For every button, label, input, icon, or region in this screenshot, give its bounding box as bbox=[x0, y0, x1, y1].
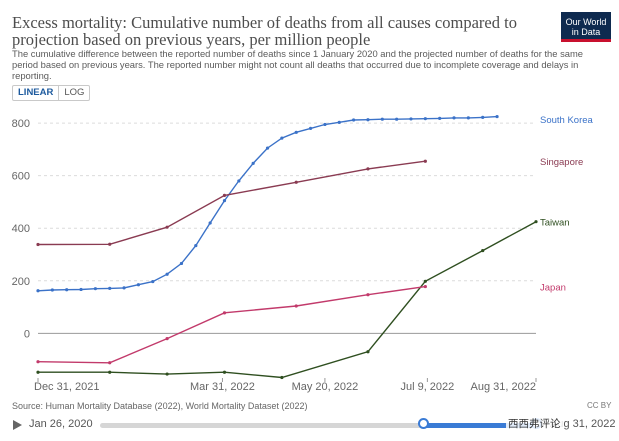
data-point-south-korea bbox=[366, 118, 370, 122]
watermark: 西西弗评论 bbox=[506, 416, 563, 431]
chart-title: Excess mortality: Cumulative number of d… bbox=[12, 13, 517, 49]
y-tick-label: 800 bbox=[12, 118, 30, 130]
data-point-south-korea bbox=[179, 261, 184, 266]
data-point-taiwan bbox=[108, 370, 112, 374]
x-tick-label: Mar 31, 2022 bbox=[190, 381, 255, 393]
x-tick-label: Aug 31, 2022 bbox=[471, 381, 536, 393]
source-note: Source: Human Mortality Database (2022),… bbox=[12, 401, 308, 411]
data-point-taiwan bbox=[481, 248, 485, 253]
data-point-south-korea bbox=[136, 283, 141, 287]
data-point-south-korea bbox=[50, 288, 54, 292]
data-point-south-korea bbox=[79, 287, 83, 292]
data-point-taiwan bbox=[534, 220, 538, 224]
data-point-japan bbox=[366, 293, 370, 297]
data-point-singapore bbox=[294, 180, 298, 184]
data-point-south-korea bbox=[251, 161, 255, 165]
series-label-singapore[interactable]: Singapore bbox=[540, 157, 583, 168]
data-point-south-korea bbox=[352, 118, 356, 122]
data-point-south-korea bbox=[194, 243, 198, 248]
play-icon[interactable] bbox=[13, 420, 22, 430]
data-point-japan bbox=[165, 336, 169, 341]
data-point-south-korea bbox=[423, 117, 427, 121]
series-label-japan[interactable]: Japan bbox=[540, 283, 566, 294]
data-point-south-korea bbox=[237, 179, 241, 183]
data-point-south-korea bbox=[65, 288, 69, 292]
data-point-south-korea bbox=[222, 199, 227, 203]
license-link[interactable]: CC BY bbox=[587, 401, 612, 410]
data-point-south-korea bbox=[208, 221, 212, 225]
data-point-japan bbox=[36, 360, 40, 364]
y-tick-label: 600 bbox=[12, 171, 30, 183]
line-chart: 0 200 400 600 800 Dec 31, 2021 Mar 31, 2022 Ma… bbox=[12, 114, 594, 393]
data-point-taiwan bbox=[280, 375, 284, 380]
timeline-track[interactable] bbox=[100, 423, 540, 428]
data-point-south-korea bbox=[409, 117, 413, 121]
timeline-start-handle[interactable] bbox=[418, 418, 429, 429]
data-point-taiwan bbox=[222, 370, 227, 374]
data-point-south-korea bbox=[466, 116, 470, 120]
series-line-south-korea[interactable] bbox=[37, 115, 498, 292]
y-tick-label: 0 bbox=[24, 328, 30, 340]
data-point-japan bbox=[222, 311, 227, 315]
data-point-south-korea bbox=[438, 116, 442, 121]
data-point-south-korea bbox=[36, 289, 40, 293]
x-tick-label: May 20, 2022 bbox=[292, 381, 359, 393]
grid-lines bbox=[38, 122, 536, 334]
series-line-singapore[interactable] bbox=[37, 160, 426, 246]
data-point-japan bbox=[108, 361, 112, 365]
data-point-south-korea bbox=[265, 146, 270, 150]
data-point-taiwan bbox=[423, 279, 427, 283]
data-point-south-korea bbox=[93, 287, 97, 291]
data-point-south-korea bbox=[395, 117, 399, 121]
x-axis-ticks: Dec 31, 2021 Mar 31, 2022 May 20, 2022 Jul … bbox=[34, 378, 537, 393]
y-tick-label: 400 bbox=[12, 223, 30, 235]
chart-subtitle: The cumulative difference between the re… bbox=[12, 48, 584, 81]
data-point-taiwan bbox=[366, 350, 370, 354]
data-point-taiwan bbox=[165, 372, 169, 376]
data-point-south-korea bbox=[495, 114, 499, 119]
data-point-singapore bbox=[222, 193, 227, 197]
data-point-singapore bbox=[165, 225, 169, 229]
data-point-singapore bbox=[423, 159, 427, 163]
data-point-south-korea bbox=[308, 126, 313, 130]
timeline: Jan 26, 2020 Aug 31, 2022 bbox=[0, 415, 619, 437]
data-point-south-korea bbox=[380, 117, 384, 121]
data-point-south-korea bbox=[108, 286, 112, 291]
data-point-south-korea bbox=[151, 279, 155, 284]
x-tick-label: Dec 31, 2021 bbox=[34, 381, 99, 393]
data-point-singapore bbox=[108, 242, 112, 246]
data-point-south-korea bbox=[481, 115, 485, 119]
series-lines bbox=[36, 114, 538, 380]
data-point-south-korea bbox=[323, 122, 327, 127]
data-point-singapore bbox=[36, 242, 40, 247]
series-labels: South Korea Singapore Taiwan Japan bbox=[540, 115, 594, 293]
data-point-south-korea bbox=[294, 130, 298, 134]
data-point-south-korea bbox=[280, 136, 284, 140]
series-line-taiwan[interactable] bbox=[38, 221, 537, 379]
data-point-japan bbox=[294, 304, 298, 308]
owid-logo[interactable]: Our World in Data bbox=[561, 12, 611, 42]
data-point-singapore bbox=[366, 167, 370, 171]
data-point-south-korea bbox=[337, 120, 341, 124]
series-label-taiwan[interactable]: Taiwan bbox=[540, 218, 570, 229]
y-tick-label: 200 bbox=[12, 276, 30, 288]
data-point-south-korea bbox=[452, 116, 456, 120]
timeline-end-date: Aug 31, 2022 bbox=[550, 418, 616, 430]
data-point-taiwan bbox=[36, 370, 40, 374]
data-point-south-korea bbox=[122, 286, 126, 290]
data-point-south-korea bbox=[165, 272, 169, 276]
data-point-japan bbox=[423, 284, 427, 289]
x-tick-label: Jul 9, 2022 bbox=[400, 381, 454, 393]
y-axis-ticks: 0 200 400 600 800 bbox=[12, 118, 30, 340]
series-label-south-korea[interactable]: South Korea bbox=[540, 115, 594, 126]
timeline-start-date: Jan 26, 2020 bbox=[29, 418, 93, 430]
log-scale-button[interactable]: LOG bbox=[58, 86, 89, 100]
timeline-selected-range bbox=[424, 423, 537, 428]
scale-toggle: LINEAR LOG bbox=[12, 85, 91, 101]
